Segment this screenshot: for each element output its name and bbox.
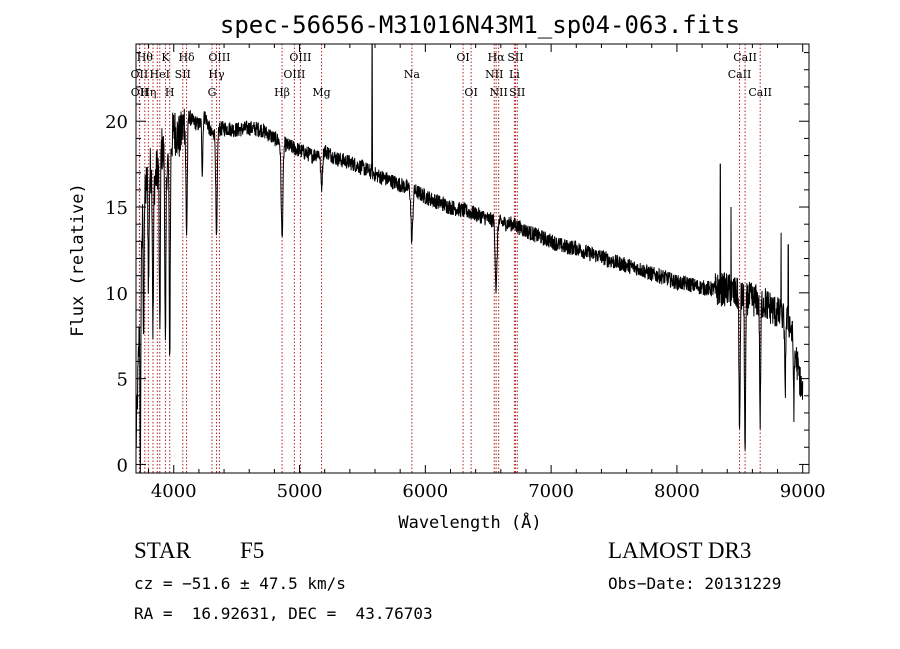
line-marker-label: G (208, 86, 217, 99)
line-marker-label: Li (509, 68, 520, 81)
x-tick-label: 7000 (528, 481, 574, 502)
object-subclass: F5 (240, 538, 265, 563)
obs-date: Obs−Date: 20131229 (608, 574, 782, 593)
line-marker-label: NII (485, 68, 503, 81)
line-marker-label: NII (490, 86, 508, 99)
y-tick-label: 15 (105, 198, 128, 219)
line-marker-label: Hθ (137, 51, 154, 64)
line-marker-label: SII (175, 68, 191, 81)
x-tick-label: 4000 (151, 481, 197, 502)
line-marker-label: CaII (728, 68, 752, 81)
coordinates: RA = 16.92631, DEC = 43.76703 (134, 604, 433, 623)
line-marker-label: Mg (312, 86, 330, 99)
emission-line-labels: OIIOIIHθHηHeIKHSIIHδGHγOIIIHβOIIIOIIIMgN… (131, 51, 772, 99)
x-tick-label: 9000 (780, 481, 826, 502)
line-marker-label: HeI (150, 68, 170, 81)
x-axis-ticks: 4000 5000 6000 7000 8000 9000 (148, 44, 826, 502)
line-marker-label: OIII (208, 51, 230, 64)
line-marker-label: Hδ (178, 51, 195, 64)
y-tick-label: 10 (105, 284, 128, 305)
survey-name: LAMOST DR3 (608, 538, 752, 563)
line-marker-label: CaII (733, 51, 757, 64)
line-marker-label: OIII (283, 68, 305, 81)
line-marker-label: H (165, 86, 175, 99)
spectrum-line (135, 43, 804, 474)
y-tick-label: 20 (105, 112, 128, 133)
line-marker-label: SII (509, 86, 525, 99)
line-marker-label: K (161, 51, 170, 64)
line-marker-label: Hβ (274, 86, 290, 99)
line-marker-label: CaII (748, 86, 772, 99)
line-marker-label: OI (464, 86, 477, 99)
emission-line-markers (138, 44, 761, 473)
line-marker-label: OI (456, 51, 469, 64)
redshift-text: cz = −51.6 ± 47.5 km/s (134, 574, 346, 593)
line-marker-label: OII (131, 86, 149, 99)
y-axis-label: Flux (relative) (68, 183, 88, 337)
object-class: STAR (134, 538, 191, 563)
line-marker-label: OIII (289, 51, 311, 64)
line-marker-label: Hγ (208, 68, 225, 81)
x-tick-label: 6000 (402, 481, 448, 502)
x-tick-label: 5000 (277, 481, 323, 502)
line-marker-label: OII (131, 68, 149, 81)
plot-frame (135, 43, 810, 474)
x-tick-label: 8000 (654, 481, 700, 502)
chart-title: spec-56656-M31016N43M1_sp04-063.fits (220, 11, 740, 39)
line-marker-label: Hη (140, 86, 156, 99)
y-tick-label: 0 (117, 455, 128, 476)
x-axis-label: Wavelength (Å) (398, 511, 541, 533)
line-marker-label: SII (507, 51, 523, 64)
line-marker-label: Na (404, 68, 421, 81)
line-marker-label: Hα (488, 51, 506, 64)
y-axis-ticks: 0 5 10 15 20 (105, 52, 809, 476)
y-tick-label: 5 (117, 370, 128, 391)
